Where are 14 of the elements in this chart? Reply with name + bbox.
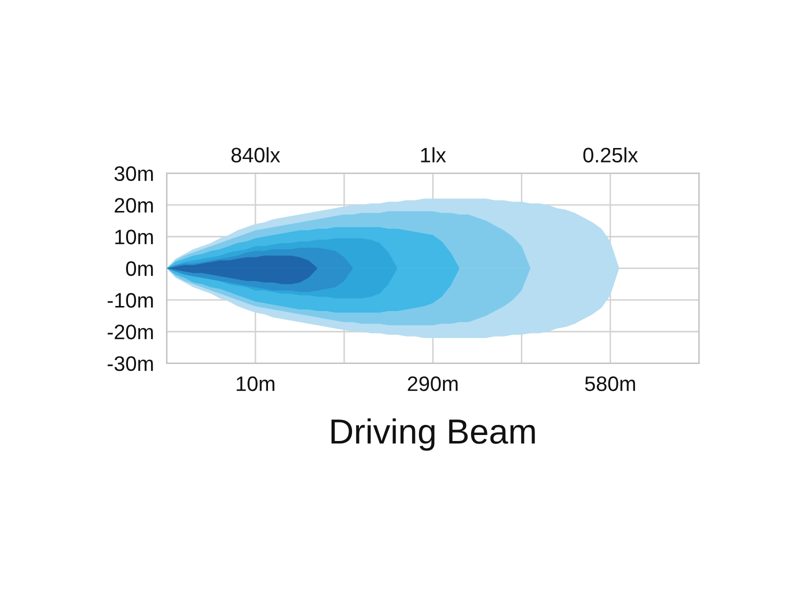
y-tick-label: 20m <box>114 198 153 213</box>
x-tick-label: 580m <box>585 376 636 392</box>
y-tick-label: 30m <box>114 166 153 182</box>
y-tick-label: 0m <box>126 261 153 276</box>
x-tick-label: 10m <box>236 376 274 392</box>
y-tick-label: -30m <box>108 356 153 372</box>
text: Driving Beam <box>332 418 535 451</box>
y-tick-label: 10m <box>115 230 153 244</box>
text: 840lx <box>231 147 280 163</box>
y-tick-label: -10m <box>108 292 153 308</box>
text: 0.25lx <box>583 147 638 163</box>
text: 1lx <box>421 147 446 162</box>
y-tick-label: -20m <box>108 324 153 340</box>
x-tick-label: 290m <box>408 376 458 392</box>
